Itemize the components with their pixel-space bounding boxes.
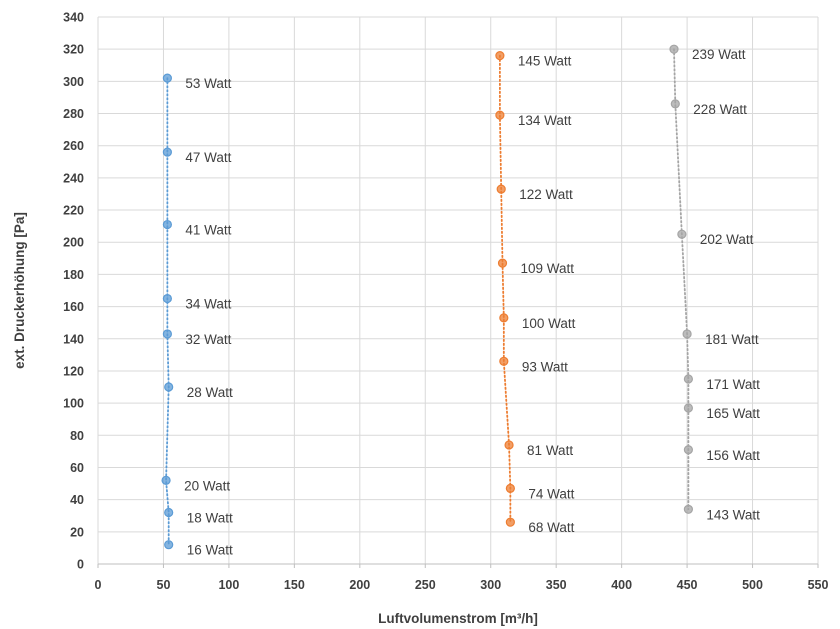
data-label: 165 Watt: [706, 406, 760, 421]
x-tick-label: 50: [157, 578, 171, 592]
data-label: 18 Watt: [187, 511, 233, 526]
x-tick-label: 300: [480, 578, 501, 592]
y-tick-label: 320: [63, 43, 84, 57]
data-label: 68 Watt: [528, 520, 574, 535]
data-label: 156 Watt: [706, 448, 760, 463]
data-point: [499, 356, 509, 366]
y-tick-label: 140: [63, 332, 84, 346]
data-label: 93 Watt: [522, 359, 568, 374]
x-axis-title: Luftvolumenstrom [m³/h]: [378, 611, 538, 626]
x-tick-label: 500: [742, 578, 763, 592]
data-label: 81 Watt: [527, 443, 573, 458]
y-tick-label: 0: [77, 558, 84, 572]
data-point: [164, 540, 174, 550]
data-label: 239 Watt: [692, 47, 746, 62]
data-label: 134 Watt: [518, 113, 572, 128]
data-label: 20 Watt: [184, 478, 230, 493]
data-label: 181 Watt: [705, 332, 759, 347]
data-label: 109 Watt: [521, 261, 575, 276]
x-tick-label: 150: [284, 578, 305, 592]
data-point: [670, 99, 680, 109]
data-point: [162, 73, 172, 83]
x-tick-label: 550: [808, 578, 829, 592]
data-point: [504, 440, 514, 450]
y-tick-label: 160: [63, 300, 84, 314]
series-3: [669, 44, 694, 514]
x-tick-label: 450: [677, 578, 698, 592]
y-tick-label: 40: [70, 493, 84, 507]
data-label: 53 Watt: [185, 76, 231, 91]
data-point: [162, 219, 172, 230]
x-tick-label: 400: [611, 578, 632, 592]
x-tick-label: 350: [546, 578, 567, 592]
data-label: 16 Watt: [187, 543, 233, 558]
data-point: [161, 475, 171, 485]
data-label: 47 Watt: [185, 150, 231, 165]
data-point: [669, 44, 679, 54]
data-label: 41 Watt: [185, 223, 231, 238]
data-point: [162, 329, 172, 339]
x-tick-label: 100: [218, 578, 239, 592]
data-point: [677, 229, 687, 239]
y-tick-label: 120: [63, 364, 84, 378]
data-point: [683, 403, 694, 413]
data-point: [162, 147, 172, 157]
series-line: [673, 48, 690, 511]
x-tick-label: 200: [349, 578, 370, 592]
data-label: 171 Watt: [706, 377, 760, 392]
y-tick-label: 220: [63, 204, 84, 218]
data-label: 32 Watt: [185, 332, 231, 347]
data-point: [683, 374, 694, 384]
y-tick-label: 180: [63, 268, 84, 282]
data-point: [164, 507, 174, 518]
data-label: 28 Watt: [187, 385, 233, 400]
data-label: 122 Watt: [519, 187, 573, 202]
data-point: [495, 110, 505, 120]
y-axis-title: ext. Druckerhöhung [Pa]: [12, 212, 27, 369]
y-tick-label: 100: [63, 397, 84, 411]
data-point: [682, 329, 692, 339]
data-point: [164, 382, 174, 392]
y-tick-label: 240: [63, 171, 84, 185]
series-layer: [161, 44, 694, 550]
data-point: [162, 293, 172, 304]
data-point: [505, 517, 515, 527]
y-tick-label: 200: [63, 236, 84, 250]
series-1: [161, 73, 174, 550]
y-tick-label: 280: [63, 107, 84, 121]
x-tick-label: 250: [415, 578, 436, 592]
data-point: [496, 184, 506, 194]
data-label: 228 Watt: [693, 102, 747, 117]
data-point: [499, 313, 509, 323]
data-point: [497, 258, 508, 268]
y-tick-label: 20: [70, 525, 84, 539]
data-point: [683, 504, 694, 514]
y-tick-label: 80: [70, 429, 84, 443]
y-tick-label: 260: [63, 139, 84, 153]
data-point: [683, 445, 694, 455]
y-tick-label: 60: [70, 461, 84, 475]
axes: 0 20 40 60 80 100 120 140 160 180 200 220 240 260 280 3…: [63, 11, 828, 593]
y-tick-label: 340: [63, 11, 84, 25]
series-line: [498, 54, 512, 524]
data-point: [495, 51, 505, 61]
x-tick-label: 0: [95, 578, 102, 592]
data-point: [505, 483, 515, 493]
data-label: 34 Watt: [185, 297, 231, 312]
data-label: 100 Watt: [522, 316, 576, 331]
data-label: 74 Watt: [528, 486, 574, 501]
data-label: 145 Watt: [518, 54, 572, 69]
y-tick-label: 300: [63, 75, 84, 89]
data-label: 202 Watt: [700, 232, 754, 247]
data-labels: 53 Watt 47 Watt 41 Watt 34 Watt 32 Watt 28 Wa…: [184, 47, 760, 558]
data-label: 143 Watt: [706, 507, 760, 522]
series-2: [495, 51, 515, 527]
grid: [97, 16, 819, 565]
